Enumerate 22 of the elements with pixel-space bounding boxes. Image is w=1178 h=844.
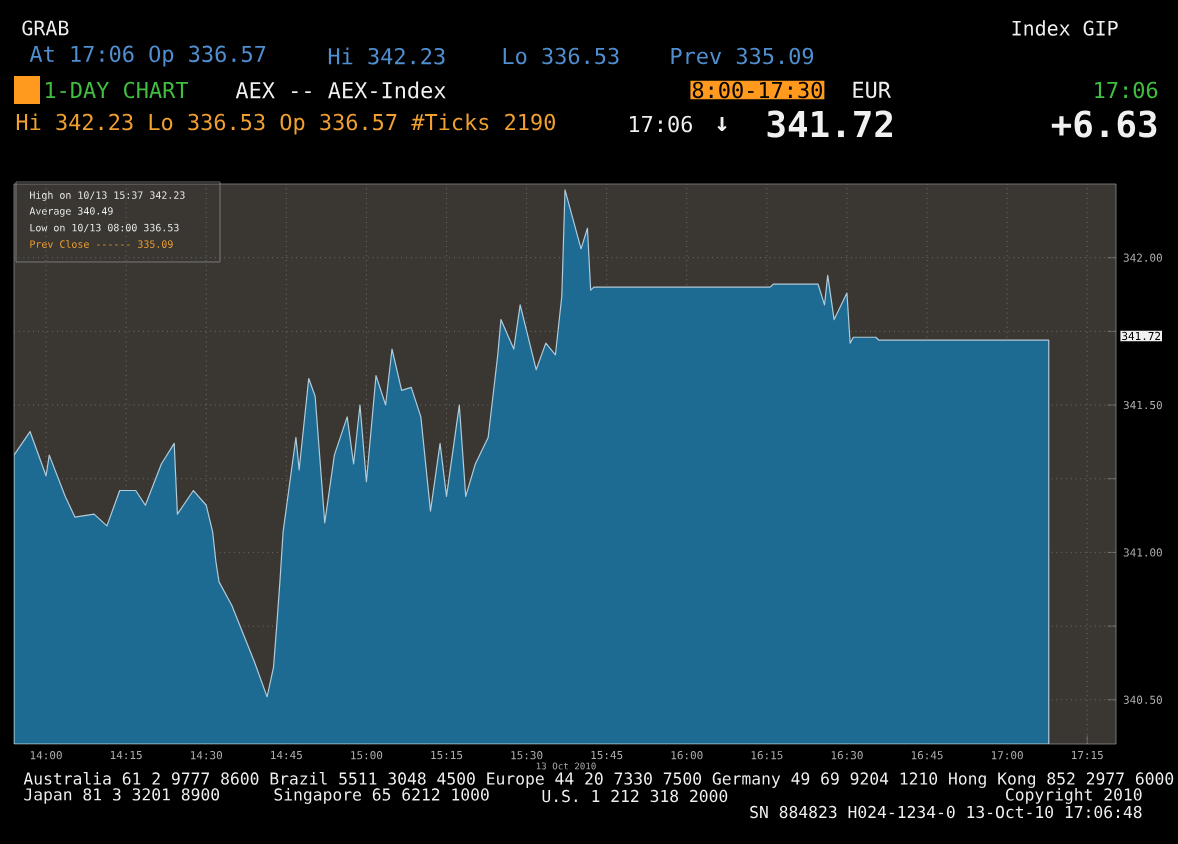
chart-subtitle: AEX -- AEX-Index — [235, 81, 446, 99]
text: GRAB — [22, 20, 69, 36]
text: ↓ — [717, 117, 727, 131]
text: Singapore 65 6212 1000 — [274, 788, 489, 804]
text: Hi 342.23 Lo 336.53 Op 336.57 #Ticks 2190 — [16, 113, 555, 135]
text: Japan 81 3 3201 8900 — [24, 788, 220, 804]
text: Prev 335.09 — [671, 47, 814, 65]
text: Australia 61 2 9777 8600 Brazil 5511 3048 4500 Europe 44 20 7330 7500 Germany 49 69 9204 1210 Hong Kong 852 2977 6000 — [23, 771, 1174, 788]
chart-title: 1-DAY CHART — [46, 81, 189, 99]
text: 17:06 — [630, 115, 692, 133]
text: Index GIP — [1012, 20, 1118, 36]
text: 17:06 — [1095, 81, 1158, 99]
text: Lo 336.53 — [503, 47, 619, 65]
text: At 17:06 Op 336.57 — [29, 45, 266, 67]
text: Hi 342.23 — [328, 47, 445, 65]
text: 8:00-17:30 — [692, 81, 822, 99]
text: SN 884823 H024-1234-0 13-Oct-10 17:06:48 — [750, 805, 1142, 819]
text: Copyright 2010 — [1006, 788, 1142, 804]
text: 341.72 — [767, 110, 892, 138]
text: +6.63 — [1051, 110, 1157, 138]
text: EUR — [853, 81, 891, 99]
text: U.S. 1 212 318 2000 — [542, 789, 728, 803]
